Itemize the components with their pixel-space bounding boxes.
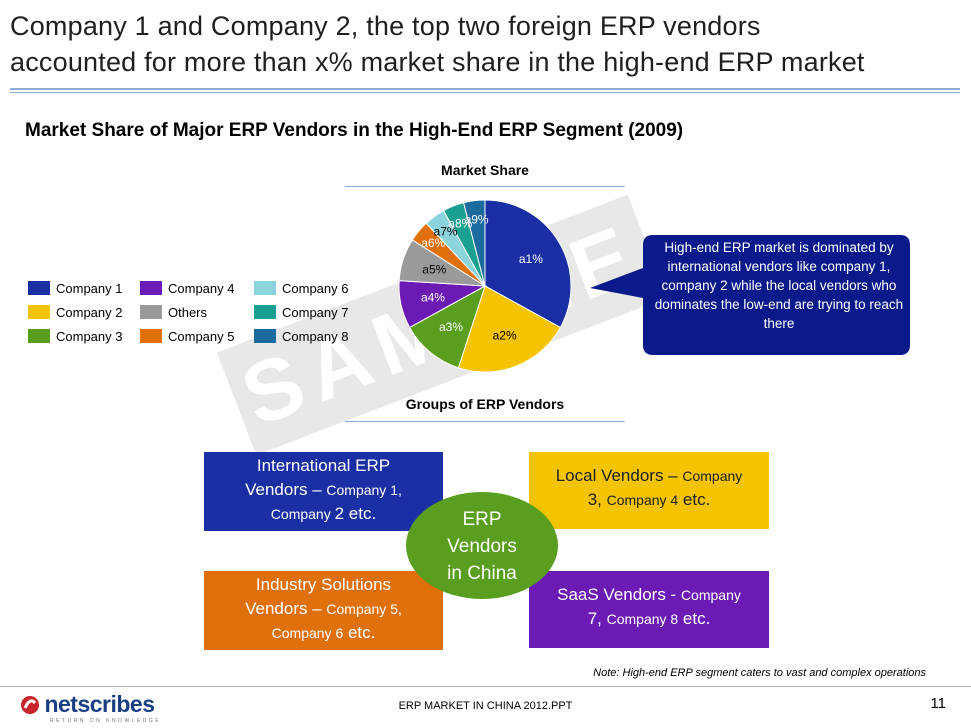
title-divider — [10, 88, 960, 90]
pie-slice-company-2 — [457, 285, 562, 373]
pie-slice-company-8 — [463, 199, 486, 287]
legend-label: Company 2 — [56, 304, 123, 320]
center-line-2: Vendors — [447, 536, 517, 557]
legend-item-company-1: Company 1 — [28, 280, 122, 296]
saas-vendors-box: SaaS Vendors - Company 7, Company 8 etc. — [529, 571, 769, 648]
legend-swatch — [140, 329, 162, 343]
pie-label-company-2: a2% — [493, 329, 517, 343]
pie-label-company-4: a4% — [421, 291, 445, 305]
legend-label: Company 4 — [168, 280, 235, 296]
pie-slice-company-1 — [484, 199, 572, 329]
center-line-1: ERP — [462, 509, 502, 530]
saas-line-2a: 7, — [587, 609, 607, 628]
pie-label-company-1: a1% — [519, 252, 543, 266]
legend-swatch — [140, 305, 162, 319]
legend-item-company-7: Company 7 — [254, 304, 348, 320]
logo-icon — [21, 696, 39, 714]
saas-line-1b: Company — [680, 587, 741, 603]
chart-subtitle: Market Share of Major ERP Vendors in the… — [25, 120, 684, 141]
legend-swatch — [254, 329, 276, 343]
intl-line-3b: 2 etc. — [334, 504, 377, 523]
legend-label: Company 7 — [282, 304, 349, 320]
callout-bubble — [590, 235, 910, 355]
slide-title: Company 1 and Company 2, the top two for… — [10, 8, 960, 80]
market-share-pie-chart: a1% a2% a3% a4% a5% a6%a7%a8%a9% — [398, 199, 572, 373]
title-divider-thin — [10, 92, 960, 93]
legend-item-company-3: Company 3 — [28, 328, 122, 344]
pie-label-company-7: a8% — [448, 217, 472, 231]
local-line-2c: etc. — [678, 490, 711, 509]
legend-item-company-4: Company 4 — [140, 280, 234, 296]
callout-text: High-end ERP market is dominated by inte… — [654, 240, 904, 331]
legend-item-others: Others — [140, 304, 207, 320]
erp-vendors-circle: ERP Vendors in China — [406, 492, 558, 599]
footer-divider — [0, 686, 971, 687]
legend-swatch — [28, 305, 50, 319]
local-vendors-box: Local Vendors – Company 3, Company 4 etc… — [529, 452, 769, 529]
legend-label: Company 1 — [56, 280, 123, 296]
title-line-2: accounted for more than x% market share … — [10, 47, 865, 77]
intl-line-1: International ERP — [256, 456, 391, 475]
legend-swatch — [28, 281, 50, 295]
local-line-2a: 3, — [587, 490, 607, 509]
logo-text: netscribes — [44, 691, 155, 717]
legend-swatch — [254, 305, 276, 319]
intl-line-3a: Company — [270, 506, 335, 522]
local-line-1b: Company — [682, 468, 743, 484]
pie-slice-company-3 — [408, 284, 486, 369]
title-line-1: Company 1 and Company 2, the top two for… — [10, 11, 761, 41]
legend-label: Company 5 — [168, 328, 235, 344]
legend-swatch — [254, 281, 276, 295]
legend-label: Others — [168, 304, 208, 320]
market-share-rule — [345, 186, 625, 187]
pie-label-company-6: a7% — [434, 225, 458, 239]
intl-line-2b: Company 1, — [326, 482, 402, 498]
legend-item-company-6: Company 6 — [254, 280, 348, 296]
legend-swatch — [140, 281, 162, 295]
logo-tagline: RETURN ON KNOWLEDGE — [50, 718, 162, 724]
local-line-2b: Company 4 — [606, 492, 679, 508]
legend-item-company-2: Company 2 — [28, 304, 122, 320]
legend-swatch — [28, 329, 50, 343]
legend-item-company-8: Company 8 — [254, 328, 348, 344]
industry-line-2a: Vendors – — [245, 599, 327, 618]
pie-label-company-8: a9% — [465, 212, 489, 226]
industry-line-3b: etc. — [343, 623, 376, 642]
chart-title: Market Share — [441, 162, 529, 178]
pie-label-company-3: a3% — [439, 320, 463, 334]
legend-label: Company 6 — [282, 280, 349, 296]
intl-line-2a: Vendors – — [245, 480, 327, 499]
saas-line-2c: etc. — [678, 609, 711, 628]
pie-label-others: a5% — [422, 263, 446, 277]
legend-label: Company 3 — [56, 328, 123, 344]
groups-rule — [345, 421, 625, 422]
netscribes-logo: netscribes RETURN ON KNOWLEDGE — [20, 691, 161, 724]
saas-line-2b: Company 8 — [606, 611, 679, 627]
industry-line-2b: Company 5, — [326, 601, 402, 617]
groups-title: Groups of ERP Vendors — [405, 396, 565, 412]
saas-line-1a: SaaS Vendors - — [557, 585, 681, 604]
industry-solutions-box: Industry Solutions Vendors – Company 5, … — [204, 571, 443, 650]
international-vendors-box: International ERP Vendors – Company 1, C… — [204, 452, 443, 531]
center-line-3: in China — [447, 563, 517, 584]
local-line-1a: Local Vendors – — [555, 466, 683, 485]
legend-item-company-5: Company 5 — [140, 328, 234, 344]
pie-label-company-5: a6% — [421, 236, 445, 250]
industry-line-1: Industry Solutions — [255, 575, 392, 594]
industry-line-3a: Company 6 — [271, 625, 344, 641]
page-number: 11 — [930, 695, 946, 712]
footnote: Note: High-end ERP segment caters to vas… — [593, 667, 926, 679]
legend-label: Company 8 — [282, 328, 349, 344]
footer-doc-name: ERP MARKET IN CHINA 2012.PPT — [398, 700, 573, 712]
